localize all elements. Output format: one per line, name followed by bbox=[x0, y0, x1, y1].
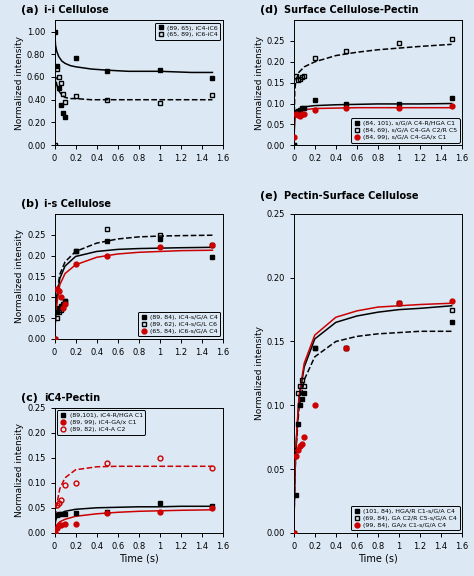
Y-axis label: Normalized intensity: Normalized intensity bbox=[15, 229, 24, 324]
Text: (c): (c) bbox=[21, 393, 38, 403]
Y-axis label: Normalized intensity: Normalized intensity bbox=[255, 327, 264, 420]
Text: iC4-Pectin: iC4-Pectin bbox=[45, 393, 100, 403]
Y-axis label: Normalized intensity: Normalized intensity bbox=[15, 423, 24, 517]
Legend: (89,101), iC4-R/HGA C1, (89, 99), iC4-GA/x C1, (89, 82), iC4-A C2: (89,101), iC4-R/HGA C1, (89, 99), iC4-GA… bbox=[57, 410, 145, 434]
X-axis label: Time (s): Time (s) bbox=[119, 554, 159, 563]
Text: (a): (a) bbox=[21, 5, 38, 15]
Y-axis label: Normalized intensity: Normalized intensity bbox=[255, 36, 264, 130]
Legend: (89, 84), iC4-s/G/A C4, (89, 62), iC4-s/G/L C6, (65, 84), iC6-s/G/A C4: (89, 84), iC4-s/G/A C4, (89, 62), iC4-s/… bbox=[137, 312, 220, 336]
X-axis label: Time (s): Time (s) bbox=[358, 554, 398, 563]
Text: (d): (d) bbox=[260, 5, 278, 15]
Legend: (101, 84), HGA/R C1-s/G/A C4, (69, 84), GA C2/R C5-s/G/A C4, (99, 84), GA/x C1-s: (101, 84), HGA/R C1-s/G/A C4, (69, 84), … bbox=[351, 506, 460, 530]
Text: Pectin-Surface Cellulose: Pectin-Surface Cellulose bbox=[283, 191, 418, 201]
Text: (b): (b) bbox=[21, 199, 39, 209]
Text: Surface Cellulose-Pectin: Surface Cellulose-Pectin bbox=[283, 5, 418, 15]
Legend: (89, 65), iC4-iC6, (65, 89), iC6-iC4: (89, 65), iC4-iC6, (65, 89), iC6-iC4 bbox=[155, 22, 220, 40]
Legend: (84, 101), s/G/A C4-R/HGA C1, (84, 69), s/G/A C4-GA C2/R C5, (84, 99), s/G/A C4-: (84, 101), s/G/A C4-R/HGA C1, (84, 69), … bbox=[351, 119, 460, 143]
Text: (e): (e) bbox=[260, 191, 278, 201]
Text: i-i Cellulose: i-i Cellulose bbox=[45, 5, 109, 15]
Y-axis label: Normalized intensity: Normalized intensity bbox=[15, 36, 24, 130]
Text: i-s Cellulose: i-s Cellulose bbox=[45, 199, 111, 209]
